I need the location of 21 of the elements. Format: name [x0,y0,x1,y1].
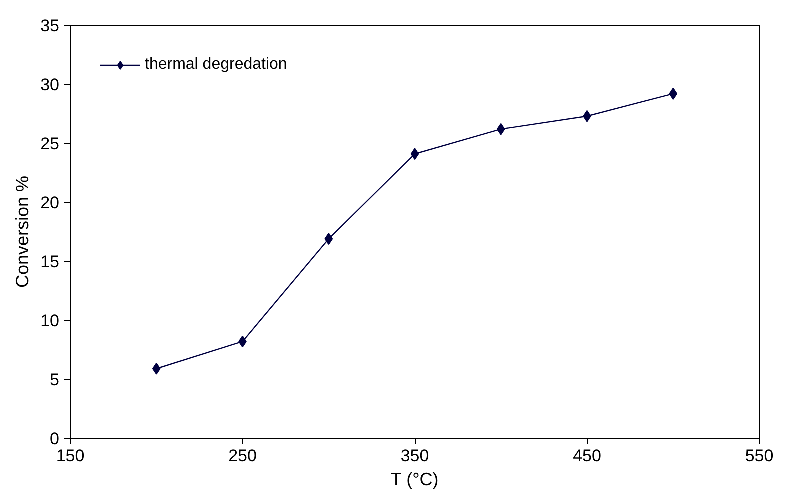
y-tick-label: 20 [40,194,60,212]
x-tick-label: 450 [573,446,602,466]
x-tick-label: 350 [400,446,430,466]
y-tick-label: 25 [40,134,60,154]
y-axis-title: Conversion % [12,176,33,288]
y-tick-label: 5 [50,370,60,390]
y-tick-label: 0 [50,430,60,448]
point [669,88,678,100]
point [324,233,334,246]
legend-label: thermal degredation [145,56,288,74]
y-tick-label: 10 [40,312,60,330]
x-tick-label: 550 [745,446,774,466]
x-tick-label: 150 [56,446,85,466]
x-axis-title: T (°C) [390,470,439,490]
point [496,123,506,136]
y-tick-label: 15 [40,252,60,272]
point [152,362,161,375]
x-tick-label: 250 [228,446,257,466]
y-tick-label: 35 [40,16,60,36]
y-tick-label: 30 [40,76,60,94]
point [410,148,420,160]
